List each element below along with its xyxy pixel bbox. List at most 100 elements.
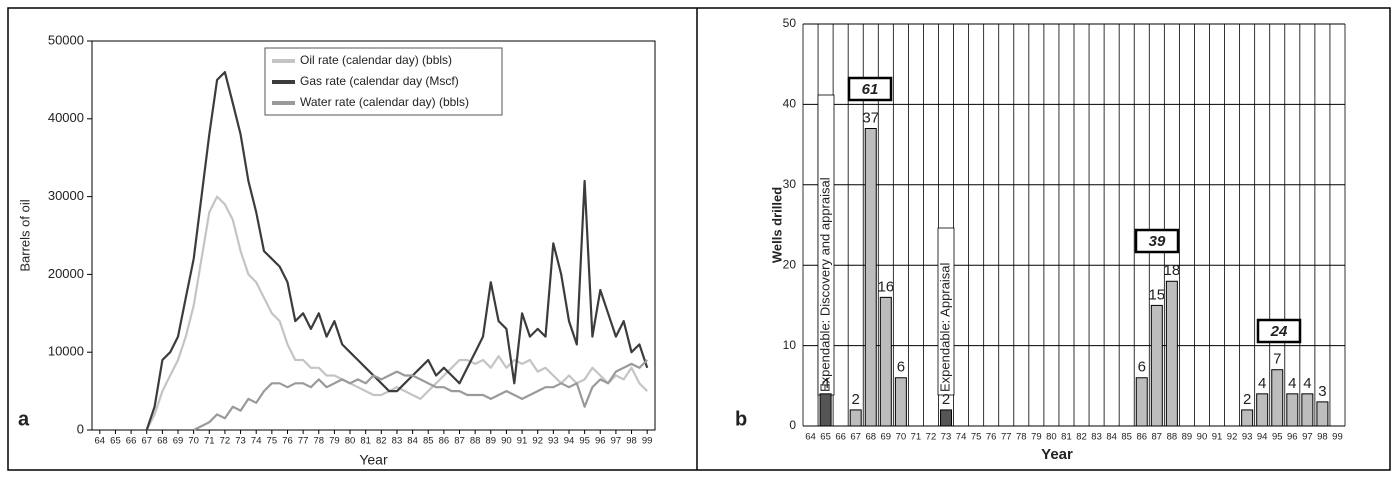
x-tick-label: 71: [911, 432, 922, 443]
bar: [849, 409, 862, 427]
annotation: Expendable: Discovery and appraisal: [817, 177, 832, 392]
x-axis-label: Year: [1041, 446, 1073, 463]
bar: [1150, 304, 1163, 427]
bar: [1301, 393, 1314, 427]
y-tick-label: 0: [789, 418, 796, 432]
x-tick-label: 82: [376, 436, 387, 447]
total-box: [847, 76, 893, 102]
value-label: 2: [852, 391, 860, 408]
legend-label: Oil rate (calendar day) (bbls): [300, 53, 452, 67]
x-tick-label: 81: [360, 436, 371, 447]
value-label: 3: [1318, 383, 1326, 400]
x-tick-label: 71: [204, 436, 215, 447]
y-tick-label: 20: [783, 257, 797, 271]
x-tick-label: 74: [956, 432, 967, 443]
value-label: 4: [821, 375, 829, 392]
x-tick-label: 88: [1167, 432, 1178, 443]
total-box: [1256, 318, 1302, 344]
x-tick-label: 96: [1287, 432, 1298, 443]
x-tick-label: 86: [439, 436, 450, 447]
x-tick-label: 89: [1182, 432, 1193, 443]
annotation: Expendable: Appraisal: [937, 263, 952, 392]
x-tick-label: 91: [517, 436, 528, 447]
y-tick-label: 50: [783, 16, 797, 30]
y-tick-label: 30: [783, 177, 797, 191]
total-box: [1134, 228, 1180, 254]
y-tick-label: 40000: [48, 110, 84, 125]
x-tick-label: 98: [626, 436, 637, 447]
value-label: 6: [897, 359, 905, 376]
total-label: 61: [862, 81, 879, 98]
value-label: 4: [1288, 375, 1296, 392]
value-label: 15: [1148, 286, 1165, 303]
bar: [940, 409, 953, 427]
x-tick-label: 93: [548, 436, 559, 447]
legend: [264, 47, 503, 116]
bar: [819, 393, 832, 427]
panel-label: b: [735, 408, 747, 430]
value-label: 4: [1303, 375, 1311, 392]
x-tick-label: 70: [896, 432, 907, 443]
total-label: 24: [1270, 323, 1288, 340]
bar: [879, 296, 892, 427]
x-tick-label: 79: [1031, 432, 1042, 443]
x-tick-label: 70: [188, 436, 199, 447]
x-tick-label: 76: [282, 436, 293, 447]
series-line: [145, 71, 649, 431]
x-tick-label: 97: [611, 436, 622, 447]
x-tick-label: 93: [1242, 432, 1253, 443]
x-tick-label: 85: [1121, 432, 1132, 443]
x-tick-label: 64: [95, 436, 106, 447]
x-tick-label: 80: [1046, 432, 1057, 443]
x-tick-label: 67: [850, 432, 861, 443]
x-tick-label: 77: [1001, 432, 1012, 443]
x-tick-label: 66: [126, 436, 137, 447]
x-tick-label: 94: [564, 436, 575, 447]
x-tick-label: 87: [454, 436, 465, 447]
legend-label: Gas rate (calendar day (Mscf): [300, 74, 459, 88]
legend-label: Water rate (calendar day) (bbls): [300, 95, 469, 109]
y-tick-label: 20000: [48, 266, 84, 281]
bar: [864, 128, 877, 427]
x-tick-label: 97: [1302, 432, 1313, 443]
x-tick-label: 98: [1317, 432, 1328, 443]
bar: [1241, 409, 1254, 427]
x-tick-label: 85: [423, 436, 434, 447]
x-tick-label: 73: [941, 432, 952, 443]
value-label: 2: [942, 391, 950, 408]
annotation-bg: [937, 227, 955, 396]
x-tick-label: 75: [971, 432, 982, 443]
x-tick-label: 91: [1212, 432, 1223, 443]
x-tick-label: 69: [173, 436, 184, 447]
series-line: [145, 195, 648, 431]
x-tick-label: 90: [1197, 432, 1208, 443]
bar: [1286, 393, 1299, 427]
x-tick-label: 81: [1061, 432, 1072, 443]
x-tick-label: 67: [141, 436, 152, 447]
bar: [1165, 280, 1178, 427]
x-tick-label: 74: [251, 436, 262, 447]
x-tick-label: 87: [1152, 432, 1163, 443]
x-tick-label: 84: [1106, 432, 1117, 443]
x-tick-label: 77: [298, 436, 309, 447]
value-label: 2: [1243, 391, 1251, 408]
total-label: 39: [1149, 233, 1166, 250]
x-tick-label: 66: [835, 432, 846, 443]
x-tick-label: 65: [110, 436, 121, 447]
x-tick-label: 83: [392, 436, 403, 447]
bar: [894, 377, 907, 427]
x-tick-label: 64: [805, 432, 816, 443]
bar: [1271, 369, 1284, 427]
x-tick-label: 73: [235, 436, 246, 447]
x-tick-label: 82: [1076, 432, 1087, 443]
y-tick-label: 0: [77, 421, 84, 436]
y-tick-label: 40: [783, 97, 797, 111]
x-tick-label: 89: [486, 436, 497, 447]
value-label: 18: [1164, 262, 1181, 279]
x-tick-label: 86: [1136, 432, 1147, 443]
y-tick-label: 10000: [48, 344, 84, 359]
value-label: 4: [1258, 375, 1266, 392]
y-axis-label: Barrels of oil: [17, 199, 32, 271]
x-tick-label: 69: [881, 432, 892, 443]
